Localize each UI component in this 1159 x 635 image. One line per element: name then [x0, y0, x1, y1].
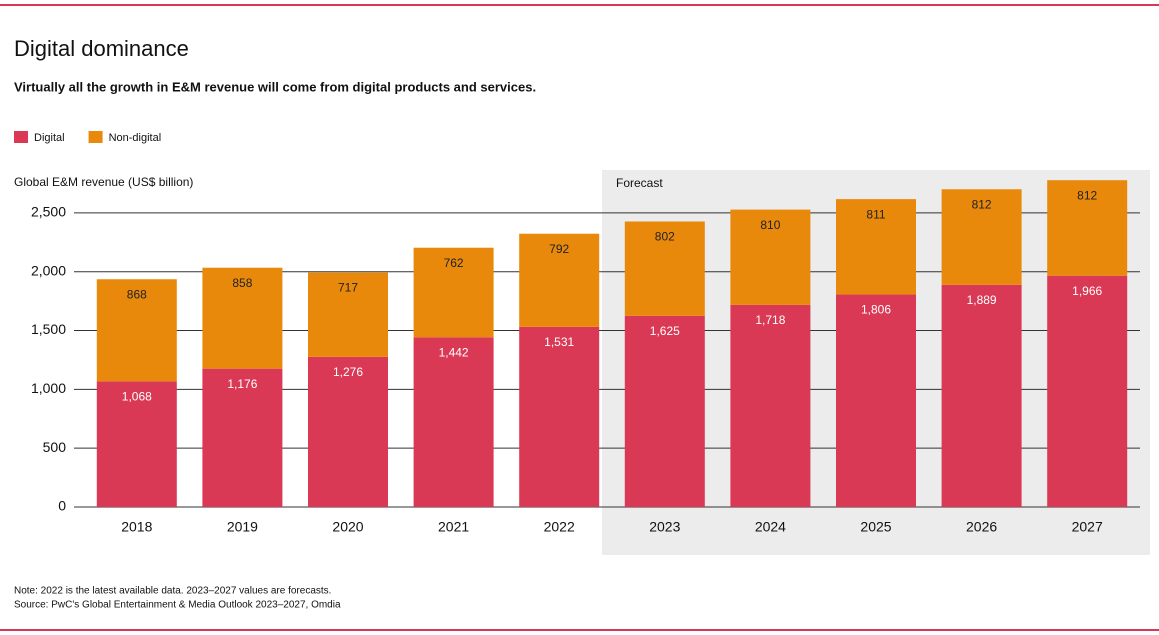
- bar-segment: [96, 381, 177, 507]
- forecast-label: Forecast: [616, 176, 663, 190]
- bar-segment: [308, 272, 388, 357]
- legend-label: Digital: [34, 132, 65, 144]
- x-tick-label: 2026: [966, 519, 997, 535]
- y-tick-label: 0: [58, 498, 66, 514]
- x-tick-label: 2021: [438, 519, 469, 535]
- value-label: 717: [338, 281, 358, 295]
- y-tick-label: 2,500: [31, 204, 66, 220]
- bar-segment: [413, 337, 494, 507]
- bar-segment: [202, 368, 283, 507]
- value-label: 1,176: [227, 377, 257, 391]
- source: Source: PwC's Global Entertainment & Med…: [14, 600, 341, 611]
- bar-segment: [96, 279, 177, 382]
- x-tick-label: 2023: [649, 519, 680, 535]
- value-label: 802: [655, 230, 675, 244]
- value-label: 810: [760, 218, 780, 232]
- value-label: 812: [1077, 188, 1097, 202]
- value-label: 858: [232, 276, 252, 290]
- bar-segment: [624, 221, 705, 316]
- value-label: 811: [866, 207, 885, 221]
- bar-segment: [1047, 275, 1128, 507]
- bar-segment: [519, 326, 600, 507]
- legend-label: Non-digital: [109, 132, 162, 144]
- value-label: 1,889: [967, 293, 997, 307]
- x-tick-label: 2020: [332, 519, 363, 535]
- note: Note: 2022 is the latest available data.…: [14, 586, 331, 597]
- bar-segment: [624, 315, 705, 507]
- value-label: 1,531: [544, 335, 574, 349]
- bar-segment: [941, 189, 1022, 285]
- y-axis-label: Global E&M revenue (US$ billion): [14, 175, 193, 189]
- value-label: 1,068: [122, 390, 152, 404]
- value-label: 1,718: [755, 313, 785, 327]
- value-label: 1,806: [861, 303, 891, 317]
- bar-segment: [836, 199, 916, 295]
- legend-swatch: [88, 131, 103, 143]
- y-tick-label: 1,000: [31, 380, 66, 396]
- x-tick-label: 2025: [860, 519, 891, 535]
- x-tick-label: 2024: [755, 519, 786, 535]
- value-label: 1,625: [650, 324, 680, 338]
- x-tick-label: 2027: [1072, 519, 1103, 535]
- y-tick-label: 2,000: [31, 262, 66, 278]
- y-tick-label: 1,500: [31, 321, 66, 337]
- bar-segment: [730, 304, 811, 507]
- value-label: 1,442: [439, 346, 469, 360]
- bar-segment: [941, 284, 1022, 507]
- legend-swatch: [14, 131, 28, 143]
- value-label: 792: [549, 242, 569, 256]
- bar-segment: [1047, 180, 1128, 276]
- value-label: 1,966: [1072, 284, 1102, 298]
- bar-segment: [836, 294, 916, 507]
- value-label: 762: [444, 256, 464, 270]
- value-label: 1,276: [333, 365, 363, 379]
- x-tick-label: 2019: [227, 519, 258, 535]
- x-tick-label: 2018: [121, 519, 152, 535]
- bar-segment: [202, 267, 283, 369]
- bar-segment: [730, 209, 811, 305]
- y-tick-label: 500: [43, 439, 67, 455]
- bar-segment: [308, 356, 388, 507]
- value-label: 868: [127, 287, 147, 301]
- chart-subtitle: Virtually all the growth in E&M revenue …: [14, 79, 536, 94]
- bar-segment: [519, 233, 600, 327]
- bar-segment: [413, 247, 494, 338]
- x-tick-label: 2022: [544, 519, 575, 535]
- chart-title: Digital dominance: [14, 36, 189, 61]
- value-label: 812: [972, 197, 992, 211]
